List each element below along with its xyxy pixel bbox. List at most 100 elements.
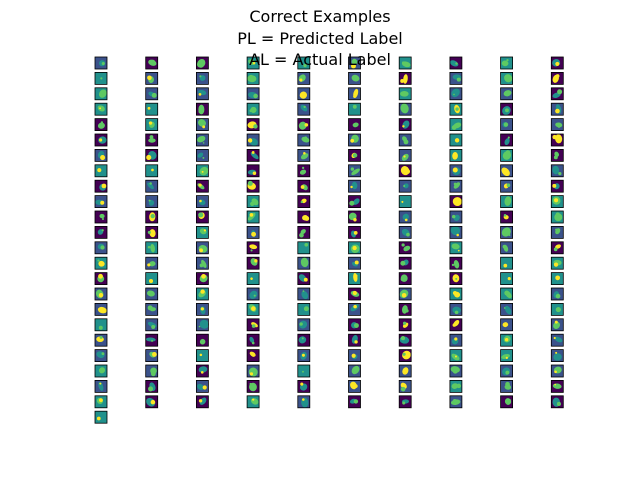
image-thumbnail bbox=[398, 287, 412, 301]
thumbnail-highlight bbox=[150, 371, 156, 377]
thumbnail-highlight bbox=[456, 383, 462, 389]
image-thumbnail bbox=[348, 179, 361, 193]
thumbnail-highlight bbox=[150, 399, 156, 405]
figure-title: Correct Examples bbox=[249, 7, 391, 26]
thumbnail-highlight bbox=[100, 77, 103, 80]
thumbnail-highlight bbox=[101, 217, 105, 221]
image-thumbnail bbox=[348, 318, 361, 332]
image-thumbnail bbox=[195, 287, 209, 301]
thumbnail-highlight bbox=[98, 292, 104, 298]
thumbnail-highlight bbox=[402, 352, 406, 356]
image-thumbnail bbox=[550, 302, 564, 316]
thumbnail-border bbox=[500, 333, 514, 347]
thumbnail-highlight bbox=[101, 183, 107, 189]
thumbnail-blob bbox=[554, 336, 563, 343]
image-thumbnail bbox=[246, 379, 260, 393]
thumbnail-highlight bbox=[199, 75, 202, 78]
image-thumbnail bbox=[297, 118, 311, 131]
image-thumbnail bbox=[94, 133, 108, 147]
image-thumbnail bbox=[195, 210, 209, 224]
thumbnail-border bbox=[195, 148, 209, 162]
thumbnail-highlight bbox=[555, 108, 560, 114]
image-thumbnail bbox=[398, 210, 412, 224]
thumbnail-highlight bbox=[249, 109, 253, 113]
image-thumbnail bbox=[550, 56, 564, 70]
thumbnail-blob bbox=[504, 138, 510, 146]
thumbnail-border bbox=[398, 395, 412, 409]
thumbnail-border bbox=[145, 302, 159, 316]
thumbnail-highlight bbox=[403, 155, 406, 158]
thumbnail-border bbox=[297, 272, 311, 286]
thumbnail-blob bbox=[199, 166, 209, 176]
thumbnail-highlight bbox=[303, 105, 306, 109]
thumbnail-highlight bbox=[251, 306, 256, 311]
image-thumbnail bbox=[297, 379, 311, 393]
thumbnail-highlight bbox=[99, 93, 103, 97]
image-thumbnail bbox=[246, 287, 260, 301]
thumbnail-border bbox=[297, 318, 311, 332]
image-thumbnail bbox=[348, 148, 361, 162]
thumbnail-border bbox=[297, 333, 311, 347]
image-thumbnail bbox=[94, 395, 108, 409]
image-thumbnail bbox=[398, 395, 412, 409]
thumbnail-highlight bbox=[301, 337, 304, 340]
thumbnail-border bbox=[500, 56, 514, 70]
image-thumbnail bbox=[94, 148, 108, 162]
thumbnail-highlight bbox=[250, 277, 253, 280]
image-thumbnail bbox=[94, 318, 108, 332]
thumbnail-highlight bbox=[253, 93, 258, 99]
thumbnail-blob bbox=[197, 152, 204, 158]
thumbnail-highlight bbox=[353, 230, 358, 235]
thumbnail-border bbox=[398, 272, 412, 286]
thumbnail-highlight bbox=[507, 277, 511, 281]
image-thumbnail bbox=[297, 302, 311, 316]
thumbnail-border bbox=[449, 164, 463, 178]
thumbnail-highlight bbox=[247, 138, 253, 143]
image-thumbnail bbox=[246, 272, 260, 286]
image-thumbnail bbox=[550, 272, 564, 286]
thumbnail-border bbox=[94, 241, 108, 255]
thumbnail-border bbox=[500, 72, 514, 85]
thumbnail-highlight bbox=[304, 216, 310, 221]
image-thumbnail bbox=[145, 179, 159, 193]
thumbnail-highlight bbox=[505, 370, 510, 375]
image-thumbnail bbox=[94, 379, 108, 393]
image-thumbnail bbox=[297, 241, 311, 255]
thumbnail-border bbox=[195, 133, 209, 147]
thumbnail-border bbox=[398, 241, 412, 255]
image-thumbnail bbox=[195, 225, 209, 239]
image-thumbnail bbox=[550, 72, 564, 85]
thumbnail-border bbox=[550, 379, 564, 393]
image-thumbnail bbox=[246, 241, 260, 255]
thumbnail-highlight bbox=[504, 324, 507, 327]
thumbnail-border bbox=[550, 148, 564, 162]
thumbnail-highlight bbox=[252, 354, 255, 357]
thumbnail-blob bbox=[402, 213, 409, 221]
thumbnail-highlight bbox=[302, 290, 305, 292]
thumbnail-border bbox=[500, 349, 514, 363]
thumbnail-blob bbox=[450, 225, 461, 236]
thumbnail-border bbox=[550, 272, 564, 286]
thumbnail-border bbox=[94, 302, 108, 316]
thumbnail-border bbox=[449, 118, 463, 131]
image-thumbnail bbox=[94, 56, 108, 70]
thumbnail-border bbox=[94, 364, 108, 378]
image-thumbnail bbox=[550, 102, 564, 116]
thumbnail-highlight bbox=[202, 125, 206, 129]
thumbnail-highlight bbox=[251, 341, 255, 345]
image-thumbnail bbox=[449, 287, 463, 301]
thumbnail-highlight bbox=[452, 154, 457, 158]
thumbnail-highlight bbox=[554, 320, 558, 324]
thumbnail-highlight bbox=[452, 368, 458, 374]
image-thumbnail bbox=[94, 364, 108, 378]
image-thumbnail bbox=[94, 72, 108, 85]
thumbnail-highlight bbox=[252, 398, 255, 401]
image-thumbnail bbox=[500, 102, 514, 116]
thumbnail-border bbox=[195, 72, 209, 85]
image-thumbnail bbox=[398, 102, 412, 116]
thumbnail-highlight bbox=[402, 401, 406, 405]
image-thumbnail bbox=[500, 256, 514, 270]
thumbnail-highlight bbox=[405, 168, 411, 174]
thumbnail-highlight bbox=[401, 292, 407, 298]
thumbnail-highlight bbox=[452, 290, 458, 296]
